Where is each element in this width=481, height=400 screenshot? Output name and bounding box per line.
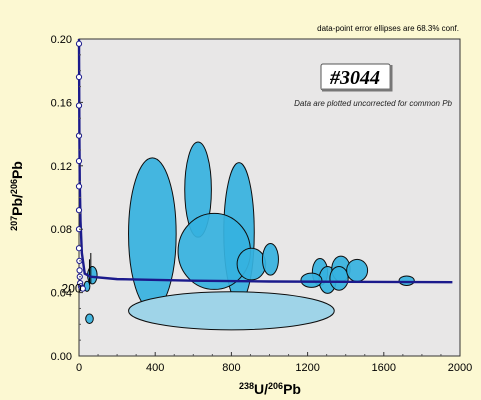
y-axis-label: 207Pb/206Pb [9, 161, 25, 231]
y-tick-label-1: 0.00 [51, 351, 72, 363]
error-ellipse-4 [177, 212, 251, 290]
error-ellipse-11 [329, 265, 349, 291]
concordia-age-marker-1 [75, 40, 83, 47]
x-tick-label-5: 1600 [372, 362, 396, 374]
error-ellipse-17 [128, 291, 335, 331]
x-label-superscript: 238 [239, 381, 254, 391]
x-axis-label: 238U/206Pb [239, 381, 301, 397]
x-axis-ticks: 0 400 800 1200 1600 2000 [76, 352, 472, 374]
x-tick-label-2: 400 [146, 362, 164, 374]
y-tick-label-3: 0.08 [51, 224, 72, 236]
error-ellipses [83, 141, 415, 331]
sample-label: #3044 [329, 67, 380, 89]
y-tick-label-6: 0.20 [51, 34, 72, 46]
y-label-main: Pb/ [9, 194, 25, 216]
error-ellipse-13 [398, 275, 415, 286]
x-tick-label-4: 1200 [295, 362, 319, 374]
x-label-main-2: Pb [283, 381, 301, 397]
sample-label-box: #3044 [320, 63, 393, 92]
concordia-age-marker-5 [75, 157, 83, 165]
y-label-main-2: Pb [9, 161, 25, 179]
concordia-age-marker-9 [75, 245, 83, 252]
x-tick-label-6: 2000 [448, 362, 472, 374]
concordia-age-marker-16 [79, 285, 86, 292]
concordia-age-marker-6 [75, 183, 83, 190]
confidence-note: data-point error ellipses are 68.3% conf… [317, 24, 459, 33]
concordia-curve [77, 38, 453, 284]
concordia-age-marker-2 [75, 73, 83, 81]
error-ellipse-1 [128, 157, 177, 311]
y-label-superscript: 207 [9, 216, 19, 231]
concordia-age-marker-3 [75, 102, 83, 109]
x-tick-label-3: 800 [222, 362, 240, 374]
concordia-age-marker-7 [75, 207, 83, 214]
y-tick-label-2: 0.04 [51, 288, 72, 300]
concordia-age-marker-11 [76, 267, 83, 274]
y-tick-label-4: 0.12 [51, 161, 72, 173]
error-ellipse-6 [261, 242, 279, 276]
chart-subtitle: Data are plotted uncorrected for common … [294, 99, 452, 108]
x-label-main: U/ [254, 381, 268, 397]
y-tick-label-5: 0.16 [51, 97, 72, 109]
error-ellipse-15 [85, 313, 94, 325]
x-label-superscript-2: 206 [268, 381, 283, 391]
error-ellipse-12 [346, 258, 369, 283]
y-label-superscript-2: 206 [9, 179, 19, 194]
y-axis-ticks: 0.00 0.04 0.08 0.12 0.16 0.20 [51, 34, 83, 363]
x-tick-label-1: 0 [76, 362, 82, 374]
concordia-markers [75, 40, 86, 292]
error-ellipse-9 [300, 272, 323, 288]
concordia-line [77, 38, 453, 284]
error-bars [88, 252, 92, 285]
error-ellipse-5 [236, 247, 267, 281]
concordia-age-label: 200 [62, 282, 82, 296]
